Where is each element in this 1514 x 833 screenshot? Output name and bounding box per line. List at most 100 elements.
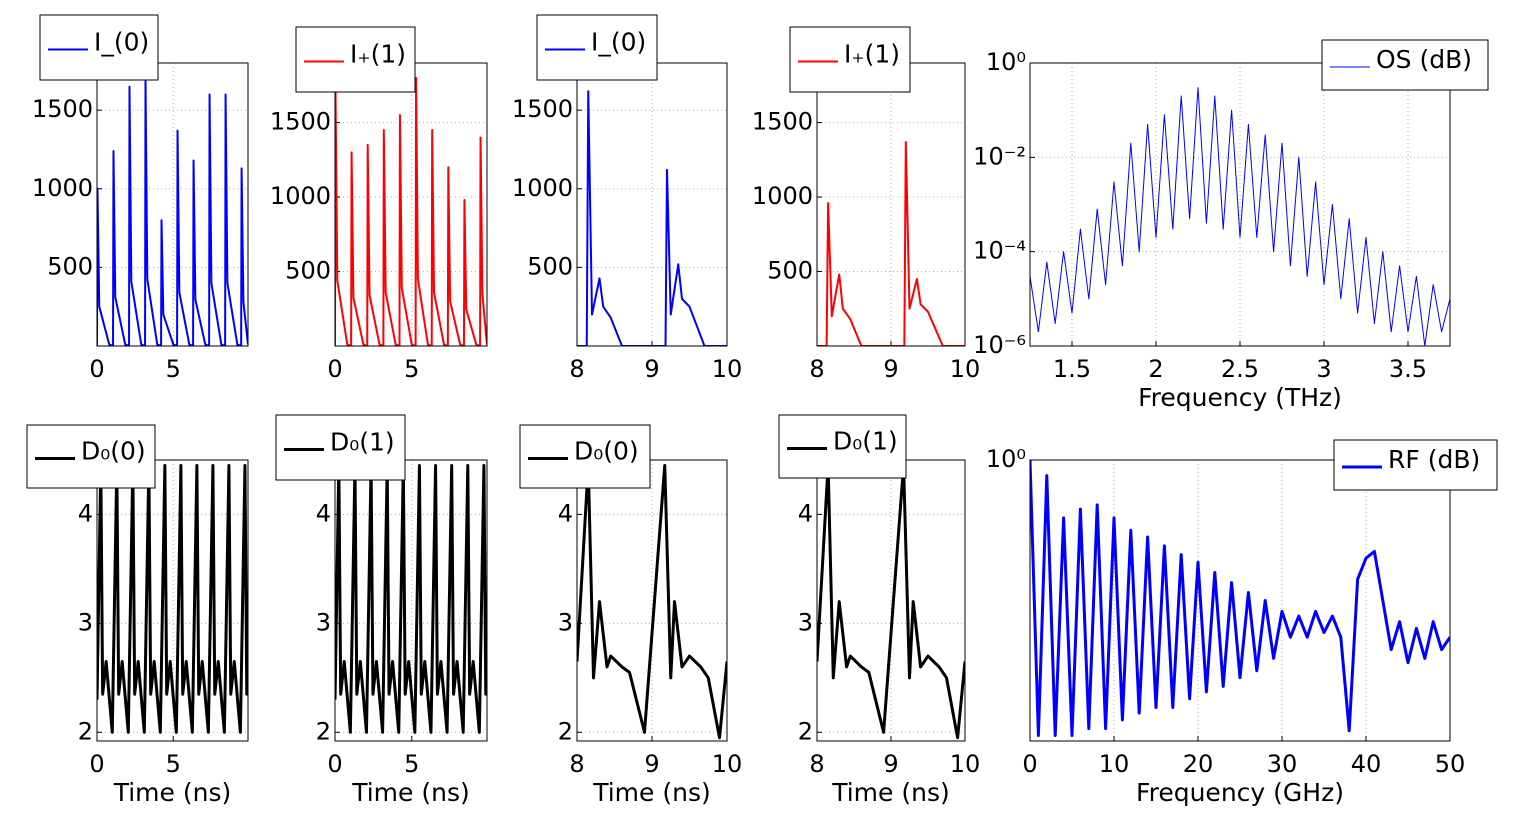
x-axis-label: Time (ns) xyxy=(113,778,232,807)
series-line xyxy=(817,140,965,346)
legend-box xyxy=(275,414,406,481)
x-axis-label: Frequency (GHz) xyxy=(1136,778,1344,807)
y-tick-label: 4 xyxy=(316,499,331,527)
legend-label: I₊(1) xyxy=(844,40,900,69)
legend-label: D₀(0) xyxy=(81,437,146,466)
plot-area xyxy=(1030,63,1450,346)
legend-label: I₊(1) xyxy=(350,40,406,69)
series-line xyxy=(577,90,727,346)
x-axis-label: Frequency (THz) xyxy=(1138,383,1342,412)
legend-box xyxy=(519,424,651,489)
x-tick-label: 5 xyxy=(404,355,419,383)
axes-box xyxy=(1029,459,1451,742)
legend-label: D₀(1) xyxy=(833,427,898,456)
x-tick-label: 0 xyxy=(89,750,104,778)
axes-box xyxy=(334,459,488,742)
x-tick-label: 10 xyxy=(712,750,743,778)
y-tick-label: 1500 xyxy=(512,95,573,123)
y-tick-label: 4 xyxy=(798,499,813,527)
x-tick-label: 10 xyxy=(1099,750,1130,778)
x-tick-label: 0 xyxy=(89,355,104,383)
y-tick-label: 10⁻² xyxy=(973,142,1026,170)
x-tick-label: 2.5 xyxy=(1221,355,1259,383)
legend-box xyxy=(789,26,911,93)
y-tick-label: 10⁻⁶ xyxy=(973,331,1026,359)
x-tick-label: 10 xyxy=(712,355,743,383)
legend-label: D₀(0) xyxy=(574,437,639,466)
series-line xyxy=(1030,460,1450,737)
x-tick-label: 8 xyxy=(569,355,584,383)
x-tick-label: 9 xyxy=(644,355,659,383)
y-tick-label: 3 xyxy=(558,608,573,636)
x-tick-label: 30 xyxy=(1267,750,1298,778)
y-tick-label: 3 xyxy=(316,608,331,636)
x-tick-label: 8 xyxy=(569,750,584,778)
y-tick-label: 2 xyxy=(316,717,331,745)
x-axis-label: Time (ns) xyxy=(351,778,470,807)
plot-area xyxy=(335,63,487,346)
y-tick-label: 10⁻⁴ xyxy=(973,237,1026,265)
x-tick-label: 40 xyxy=(1351,750,1382,778)
legend-label: RF (dB) xyxy=(1388,445,1480,474)
x-tick-label: 9 xyxy=(644,750,659,778)
y-tick-label: 3 xyxy=(798,608,813,636)
legend-box xyxy=(26,424,156,489)
y-tick-label: 1000 xyxy=(32,174,93,202)
x-tick-label: 0 xyxy=(1022,750,1037,778)
x-tick-label: 3.5 xyxy=(1389,355,1427,383)
y-tick-label: 500 xyxy=(527,252,573,280)
x-tick-label: 5 xyxy=(166,355,181,383)
y-tick-label: 1000 xyxy=(512,174,573,202)
x-tick-label: 5 xyxy=(404,750,419,778)
legend-box xyxy=(39,14,159,81)
series-line xyxy=(97,463,248,734)
axes-box xyxy=(576,459,728,742)
y-tick-label: 1500 xyxy=(270,108,331,136)
series-line xyxy=(1030,87,1450,346)
y-tick-label: 4 xyxy=(558,499,573,527)
x-tick-label: 1.5 xyxy=(1053,355,1091,383)
series-line xyxy=(335,76,487,346)
x-tick-label: 8 xyxy=(809,750,824,778)
axes-box xyxy=(96,62,249,347)
x-tick-label: 0 xyxy=(327,750,342,778)
y-tick-label: 1000 xyxy=(270,182,331,210)
legend-box xyxy=(295,26,416,93)
y-tick-label: 1000 xyxy=(752,182,813,210)
y-tick-label: 4 xyxy=(78,499,93,527)
axes-box xyxy=(96,459,249,742)
x-axis-label: Time (ns) xyxy=(831,778,950,807)
legend-label: I_(0) xyxy=(591,28,646,57)
y-tick-label: 1500 xyxy=(752,108,813,136)
x-tick-label: 2 xyxy=(1148,355,1163,383)
legend-box xyxy=(1333,439,1498,491)
series-line xyxy=(577,463,727,740)
legend-box xyxy=(1321,39,1489,91)
x-tick-label: 10 xyxy=(950,750,981,778)
y-tick-label: 2 xyxy=(798,717,813,745)
legend-label: I_(0) xyxy=(94,28,149,57)
y-tick-label: 500 xyxy=(767,257,813,285)
y-tick-label: 500 xyxy=(285,257,331,285)
y-tick-label: 2 xyxy=(558,717,573,745)
y-tick-label: 2 xyxy=(78,717,93,745)
y-tick-label: 10⁰ xyxy=(986,48,1026,76)
x-tick-label: 8 xyxy=(809,355,824,383)
x-tick-label: 50 xyxy=(1435,750,1466,778)
y-tick-label: 500 xyxy=(47,252,93,280)
legend-label: OS (dB) xyxy=(1376,45,1472,74)
legend-box xyxy=(778,414,907,479)
x-tick-label: 20 xyxy=(1183,750,1214,778)
x-tick-label: 0 xyxy=(327,355,342,383)
x-tick-label: 5 xyxy=(166,750,181,778)
x-axis-label: Time (ns) xyxy=(592,778,711,807)
y-tick-label: 10⁰ xyxy=(986,445,1026,473)
y-tick-label: 1500 xyxy=(32,95,93,123)
y-tick-label: 3 xyxy=(78,608,93,636)
series-line xyxy=(335,463,487,734)
legend-box xyxy=(536,14,658,81)
plot-area xyxy=(97,63,248,346)
x-tick-label: 9 xyxy=(883,355,898,383)
x-tick-label: 10 xyxy=(950,355,981,383)
